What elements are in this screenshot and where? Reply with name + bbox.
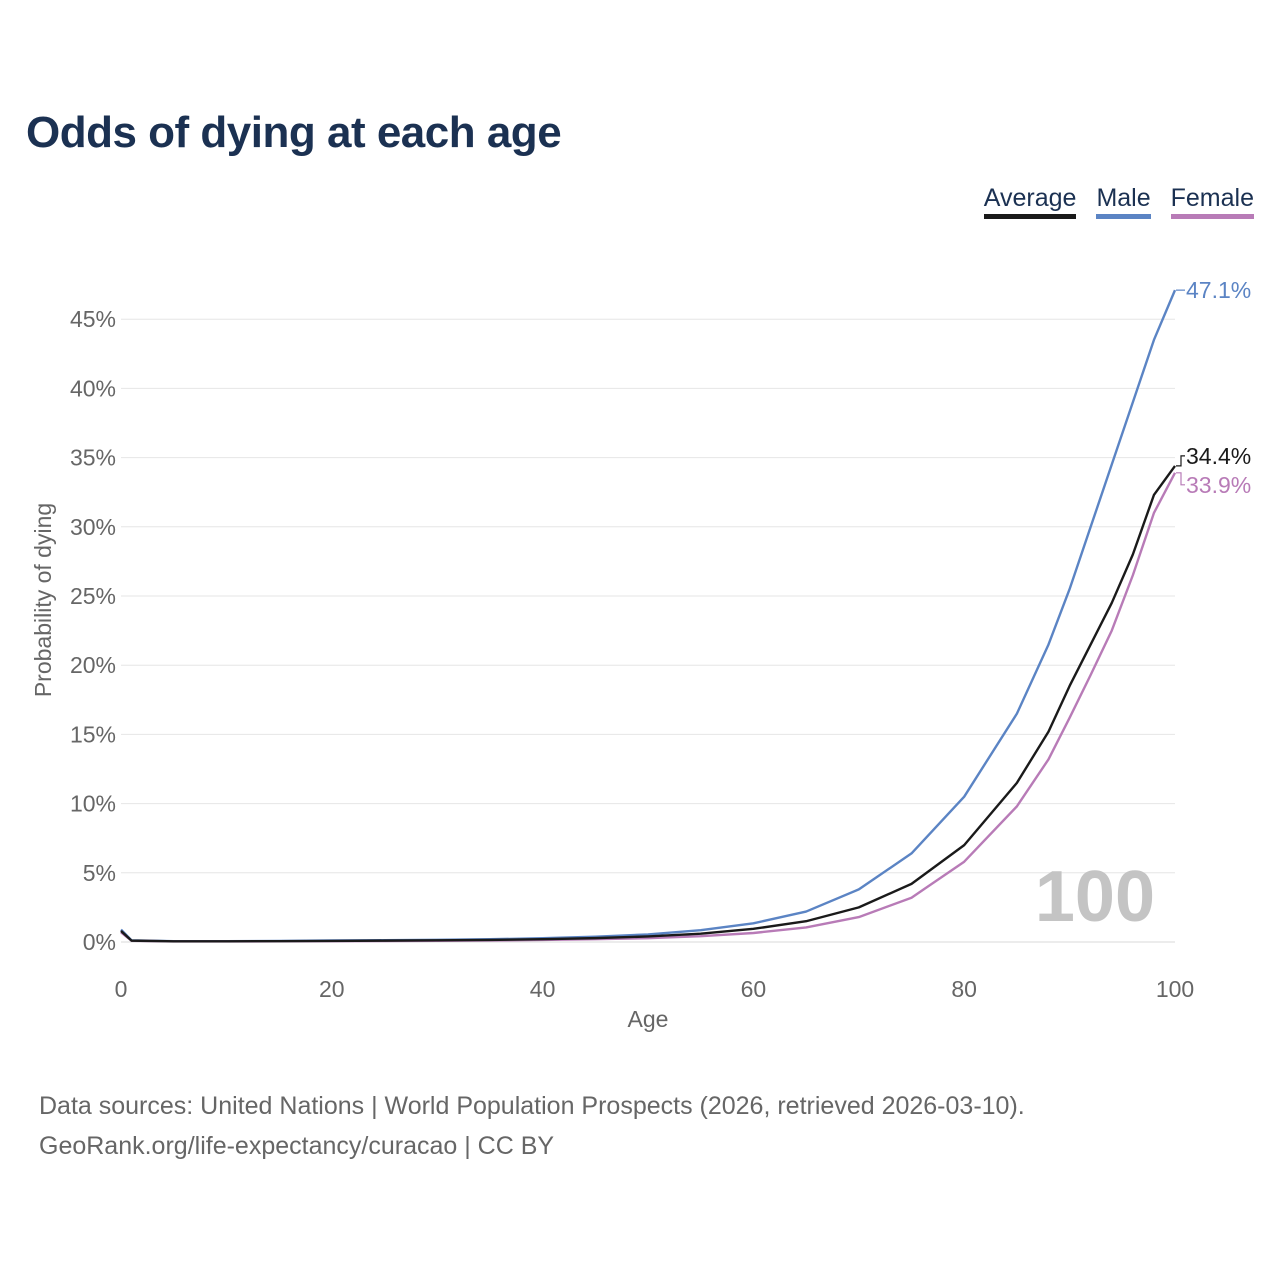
- legend-item-female[interactable]: Female: [1170, 184, 1254, 219]
- watermark: 100: [1035, 857, 1155, 937]
- x-axis-title: Age: [628, 1006, 669, 1032]
- end-label-female: 33.9%: [1186, 472, 1251, 498]
- series-line-female: [120, 472, 1177, 943]
- y-tick-label: 40%: [70, 375, 116, 401]
- x-tick-label: 80: [951, 976, 977, 1002]
- y-tick-label: 10%: [70, 791, 116, 817]
- series-line-average: [120, 465, 1176, 943]
- legend-item-male[interactable]: Male: [1096, 184, 1151, 219]
- y-tick-label: 35%: [70, 445, 116, 471]
- footer: Data sources: United Nations | World Pop…: [39, 1086, 1025, 1166]
- y-tick-label: 25%: [70, 583, 116, 609]
- x-tick-label: 60: [741, 976, 767, 1002]
- end-label-connector-average: [1176, 455, 1185, 467]
- end-label-connector-female: [1176, 472, 1185, 486]
- chart-title: Odds of dying at each age: [26, 108, 562, 157]
- y-tick-label: 0%: [83, 929, 116, 955]
- x-tick-label: 20: [319, 976, 345, 1002]
- legend: Average Male Female: [983, 184, 1254, 219]
- y-tick-label: 20%: [70, 652, 116, 678]
- data-sources: Data sources: United Nations | World Pop…: [39, 1092, 1025, 1120]
- x-tick-label: 100: [1156, 976, 1194, 1002]
- y-tick-label: 5%: [83, 860, 116, 886]
- end-label-male: 47.1%: [1186, 277, 1251, 303]
- y-axis-title: Probability of dying: [30, 503, 56, 697]
- y-tick-label: 15%: [70, 721, 116, 747]
- x-tick-label: 40: [530, 976, 556, 1002]
- y-tick-label: 30%: [70, 514, 116, 540]
- source-credit: GeoRank.org/life-expectancy/curacao | CC…: [39, 1132, 555, 1160]
- line-chart: 0% 5% 10% 15% 20% 25% 30% 35% 40% 45% 0 20 40 60 80 10…: [30, 277, 1251, 1032]
- end-label-average: 34.4%: [1186, 443, 1251, 469]
- x-tick-label: 0: [115, 976, 128, 1002]
- y-tick-label: 45%: [70, 306, 116, 332]
- legend-item-average[interactable]: Average: [983, 184, 1077, 219]
- series-line-male: [120, 289, 1177, 943]
